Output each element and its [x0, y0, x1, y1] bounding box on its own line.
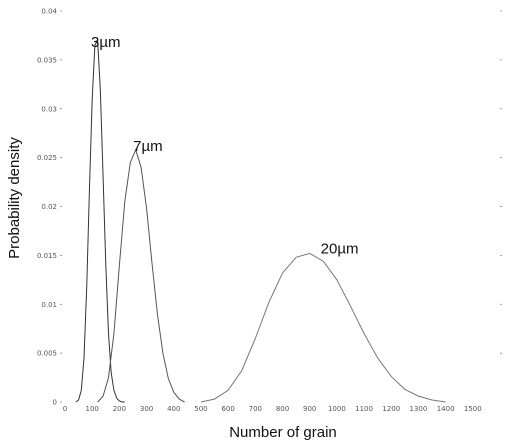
- x-tick-label: 500: [194, 405, 207, 413]
- density-curves: [75, 38, 446, 403]
- y-axis-title: Probability density: [6, 137, 23, 259]
- curve-annotations: 3µm 7µm 20µm: [91, 34, 358, 257]
- curve-annotation-label: 20µm: [321, 240, 359, 257]
- density-curve: [75, 38, 125, 403]
- curve-annotation-label: 7µm: [133, 138, 162, 155]
- density-curve: [97, 148, 185, 403]
- y-tick-label: 0.04: [41, 8, 57, 16]
- x-axis-ticks: 0 100 200 300 400 500 600 700 800 900 1000 1100 1200…: [63, 405, 482, 413]
- density-curve: [200, 252, 446, 403]
- x-tick-label: 900: [303, 405, 316, 413]
- x-tick-label: 300: [140, 405, 153, 413]
- right-axis-tickmarks: [500, 10, 502, 354]
- y-axis-ticks: 0 0.005 0.01 0.015 0.02 0.025 0.03 0.035 0.04: [37, 8, 62, 407]
- x-tick-label: 0: [63, 405, 67, 413]
- x-tick-label: 1100: [355, 405, 373, 413]
- x-tick-label: 1300: [410, 405, 428, 413]
- x-tick-label: 1500: [464, 405, 482, 413]
- y-tick-label: 0: [53, 399, 57, 407]
- y-tick-label: 0.035: [37, 56, 57, 64]
- x-tick-label: 400: [167, 405, 180, 413]
- x-tick-label: 1200: [382, 405, 400, 413]
- y-tick-label: 0.03: [41, 105, 57, 113]
- y-tick-label: 0.015: [37, 252, 57, 260]
- x-tick-label: 100: [86, 405, 99, 413]
- y-tick-label: 0.005: [37, 350, 57, 358]
- x-tick-label: 1000: [328, 405, 346, 413]
- x-axis-title: Number of grain: [229, 424, 337, 441]
- x-tick-label: 1400: [437, 405, 455, 413]
- curve-annotation-label: 3µm: [91, 34, 120, 51]
- x-tick-label: 200: [113, 405, 126, 413]
- y-tick-label: 0.025: [37, 154, 57, 162]
- x-tick-label: 700: [249, 405, 262, 413]
- y-tick-label: 0.01: [41, 301, 57, 309]
- y-tick-label: 0.02: [41, 203, 57, 211]
- x-tick-label: 800: [276, 405, 289, 413]
- x-tick-label: 600: [221, 405, 234, 413]
